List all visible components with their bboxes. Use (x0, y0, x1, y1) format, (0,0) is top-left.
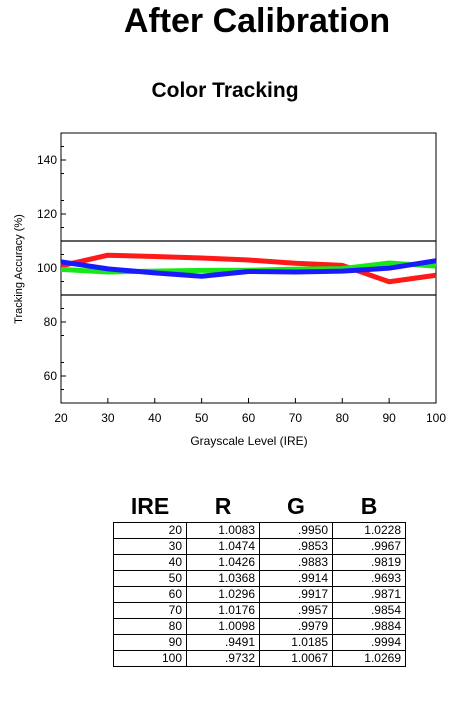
cell-g: 1.0185 (259, 634, 333, 651)
cell-ire: 100 (113, 650, 187, 667)
x-tick-label: 70 (289, 411, 303, 425)
cell-r: 1.0176 (186, 602, 260, 619)
y-axis-label: Tracking Accuracy (%) (13, 214, 25, 324)
calibration-table: IRE R G B 20 1.0083 .9950 1.0228 30 1.04… (113, 490, 406, 667)
x-axis-label: Grayscale Level (IRE) (190, 434, 307, 448)
x-tick-label: 80 (336, 411, 350, 425)
cell-b: .9884 (332, 618, 406, 635)
series-line-3 (60, 258, 437, 279)
table-row: 70 1.0176 .9957 .9854 (113, 602, 406, 619)
x-tick-label: 40 (148, 411, 162, 425)
series-line-1 (60, 252, 437, 285)
cell-g: 1.0067 (259, 650, 333, 667)
cell-ire: 40 (113, 554, 187, 571)
cell-ire: 50 (113, 570, 187, 587)
column-header-b: B (360, 492, 378, 519)
y-tick-label: 60 (44, 369, 58, 383)
cell-b: .9967 (332, 538, 406, 555)
table-row: 50 1.0368 .9914 .9693 (113, 570, 406, 587)
x-axis: 20 30 40 50 60 70 80 90 100 (54, 398, 446, 425)
cell-r: 1.0368 (186, 570, 260, 587)
x-tick-label: 30 (101, 411, 115, 425)
cell-ire: 90 (113, 634, 187, 651)
page-title: After Calibration (123, 2, 391, 40)
cell-r: .9732 (186, 650, 260, 667)
x-tick-label: 20 (54, 411, 68, 425)
x-tick-label: 90 (382, 411, 396, 425)
cell-g: .9979 (259, 618, 333, 635)
y-tick-label: 100 (37, 261, 57, 275)
cell-ire: 20 (113, 522, 187, 539)
table-row: 60 1.0296 .9917 .9871 (113, 586, 406, 603)
cell-ire: 60 (113, 586, 187, 603)
y-axis: 60 80 100 120 140 (37, 146, 66, 390)
column-header-r: R (214, 492, 232, 519)
table-row: 90 .9491 1.0185 .9994 (113, 634, 406, 651)
cell-r: 1.0083 (186, 522, 260, 539)
y-tick-label: 80 (44, 315, 58, 329)
cell-r: 1.0474 (186, 538, 260, 555)
chart-title: Color Tracking (151, 79, 298, 102)
cell-r: .9491 (186, 634, 260, 651)
y-tick-label: 140 (37, 153, 57, 167)
cell-g: .9957 (259, 602, 333, 619)
x-tick-label: 50 (195, 411, 209, 425)
cell-ire: 70 (113, 602, 187, 619)
cell-b: 1.0228 (332, 522, 406, 539)
cell-ire: 30 (113, 538, 187, 555)
reference-lines (61, 240, 436, 296)
color-tracking-chart: Color Tracking 60 80 100 120 140 20 30 40 50 60 7… (13, 79, 446, 448)
cell-ire: 80 (113, 618, 187, 635)
cell-g: .9853 (259, 538, 333, 555)
table-row: 40 1.0426 .9883 .9819 (113, 554, 406, 571)
cell-b: .9994 (332, 634, 406, 651)
column-header-ire: IRE (130, 492, 170, 519)
cell-b: .9854 (332, 602, 406, 619)
cell-r: 1.0426 (186, 554, 260, 571)
table-row: 20 1.0083 .9950 1.0228 (113, 522, 406, 539)
cell-g: .9950 (259, 522, 333, 539)
cell-b: .9693 (332, 570, 406, 587)
cell-b: .9819 (332, 554, 406, 571)
table-row: 30 1.0474 .9853 .9967 (113, 538, 406, 555)
column-header-g: G (287, 492, 305, 519)
table-row: 80 1.0098 .9979 .9884 (113, 618, 406, 635)
table-row: 100 .9732 1.0067 1.0269 (113, 650, 406, 667)
cell-r: 1.0296 (186, 586, 260, 603)
cell-g: .9883 (259, 554, 333, 571)
cell-b: .9871 (332, 586, 406, 603)
table-header-row: IRE R G B (114, 490, 406, 523)
x-tick-label: 100 (426, 411, 446, 425)
cell-g: .9917 (259, 586, 333, 603)
x-tick-label: 60 (242, 411, 256, 425)
cell-g: .9914 (259, 570, 333, 587)
cell-b: 1.0269 (332, 650, 406, 667)
cell-r: 1.0098 (186, 618, 260, 635)
series-layer (60, 252, 437, 285)
y-tick-label: 120 (37, 207, 57, 221)
